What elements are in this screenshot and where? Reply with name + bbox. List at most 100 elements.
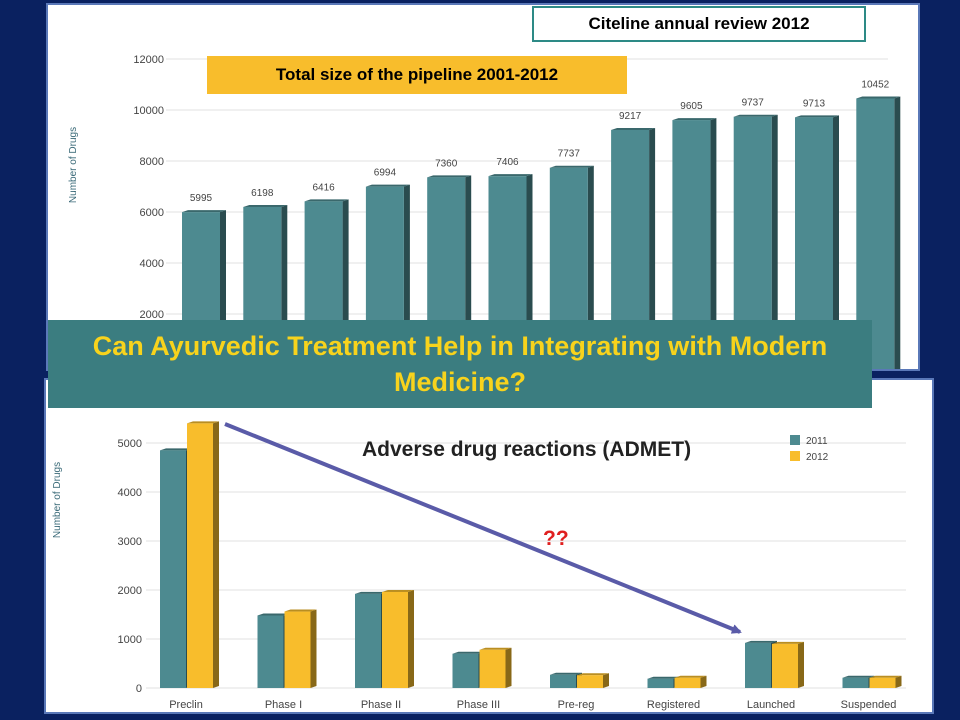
pipeline-value-label: 6198	[251, 188, 274, 199]
source-label: Citeline annual review 2012	[532, 6, 866, 42]
y-tick-label: 1000	[118, 634, 142, 646]
pipeline-bar-top	[795, 115, 839, 118]
phase-bar-2012	[674, 675, 707, 688]
phase-bar-2011-front	[647, 678, 674, 688]
phase-bar-2012-top	[577, 673, 609, 676]
pipeline-bar-top	[427, 175, 472, 178]
phase-bar-2011-front	[745, 642, 771, 688]
pipeline-value-label: 5995	[190, 193, 213, 204]
phase-bar-2011-front	[452, 653, 479, 688]
pipeline-bar-side	[587, 165, 594, 369]
phase-bar-2011-top	[550, 672, 582, 675]
phase-bar-2012-front	[479, 649, 506, 688]
pipeline-value-label: 10452	[861, 79, 889, 90]
y-tick-label: 10000	[133, 105, 164, 117]
pipeline-value-label: 7360	[435, 158, 458, 169]
phase-bar-2012	[772, 641, 804, 688]
phase-bar-2012-side	[700, 675, 707, 688]
category-label: Pre-reg	[558, 699, 595, 711]
phase-bar-2012	[577, 673, 609, 688]
pipeline-value-label: 9713	[803, 98, 826, 109]
category-label: Registered	[647, 699, 700, 711]
phase-bar-2012-side	[310, 609, 317, 688]
y-tick-label: 6000	[140, 207, 164, 219]
pipeline-value-label: 7406	[496, 157, 519, 168]
phase-bar-2011-top	[160, 448, 192, 451]
phase-bar-2012	[284, 609, 317, 688]
phase-bar-2012	[869, 675, 902, 688]
pipeline-value-label: 6416	[312, 182, 335, 193]
category-label: Preclin	[169, 699, 203, 711]
pipeline-bar-top	[488, 174, 533, 177]
phase-bar-2011-front	[160, 450, 186, 688]
pipeline-value-label: 9605	[680, 101, 703, 112]
pipeline-bar-top	[611, 127, 656, 130]
phase-bar-2012-front	[772, 643, 798, 688]
pipeline-bar-side	[894, 96, 901, 369]
phase-bar-2012-front	[674, 677, 701, 688]
pipeline-value-label: 9217	[619, 111, 642, 122]
phase-bar-2011-front	[842, 677, 869, 688]
pipeline-chart-title: Total size of the pipeline 2001-2012	[207, 56, 627, 94]
phase-bar-2011-front	[355, 593, 381, 688]
phase-bar-2011-front	[257, 615, 284, 688]
phase-bar-2012-top	[479, 647, 512, 650]
pipeline-bar-top	[733, 114, 778, 117]
phase-bar-2012-top	[869, 675, 902, 678]
pipeline-value-label: 7737	[558, 149, 581, 160]
phase-bar-2012-front	[382, 591, 408, 688]
pipeline-bar-top	[672, 118, 717, 121]
legend-swatch-2011	[790, 435, 800, 445]
pipeline-bar-top	[856, 96, 901, 99]
y-tick-label: 2000	[140, 309, 164, 321]
phase-bar-2012-top	[772, 641, 804, 644]
category-label: Phase II	[361, 699, 401, 711]
pipeline-bar-side	[771, 114, 778, 369]
phase-bar-2012-front	[869, 677, 896, 688]
phase-bar-2012	[187, 421, 219, 688]
pipeline-bar-side	[710, 118, 717, 369]
legend-swatch-2012	[790, 451, 800, 461]
y-axis-title: Number of Drugs	[52, 462, 63, 538]
question-marks-label: ??	[543, 527, 569, 550]
category-label: Phase III	[457, 699, 500, 711]
phase-bar-2011-top	[647, 676, 680, 679]
pipeline-bar-side	[833, 115, 839, 369]
phase-bar-2012-side	[408, 589, 414, 688]
phase-bar-2011-top	[842, 675, 875, 678]
y-tick-label: 12000	[133, 54, 164, 66]
category-label: Phase I	[265, 699, 302, 711]
y-tick-label: 4000	[118, 487, 142, 499]
pipeline-value-label: 6994	[374, 168, 397, 179]
pipeline-bar-top	[304, 199, 349, 202]
phase-chart-panel: 0 1000 2000 3000 4000 5000 Number of Drugs Prec…	[44, 378, 934, 714]
phase-bar-2012-top	[187, 421, 219, 424]
phase-chart: 0 1000 2000 3000 4000 5000 Number of Drugs Prec…	[52, 421, 906, 711]
y-axis-title: Number of Drugs	[68, 127, 79, 203]
adr-label: Adverse drug reactions (ADMET)	[362, 438, 692, 461]
y-tick-label: 8000	[140, 156, 164, 168]
phase-bar-2012	[479, 647, 512, 688]
pipeline-bar-top	[549, 165, 594, 168]
phase-bar-2011-top	[745, 640, 777, 643]
phase-bar-2012-side	[213, 421, 219, 688]
phase-bar-2012-front	[577, 675, 603, 688]
y-tick-label: 5000	[118, 438, 142, 450]
y-tick-label: 0	[136, 683, 142, 695]
category-label: Suspended	[841, 699, 897, 711]
question-banner: Can Ayurvedic Treatment Help in Integrat…	[48, 320, 872, 408]
phase-bar-2012-side	[603, 673, 609, 688]
legend-label-2012: 2012	[806, 452, 829, 463]
pipeline-bar-top	[243, 204, 288, 207]
pipeline-bar-top	[365, 184, 410, 187]
phase-bar-2012-side	[798, 641, 804, 688]
phase-bar-2012-front	[284, 611, 311, 688]
pipeline-bar-side	[649, 127, 656, 369]
y-tick-label: 4000	[140, 258, 164, 270]
y-tick-label: 2000	[118, 585, 142, 597]
phase-bar-2012	[382, 589, 414, 688]
pipeline-value-label: 9737	[742, 98, 765, 109]
phase-bar-2012-front	[187, 423, 213, 688]
phase-bar-2011-front	[550, 674, 576, 688]
phase-bar-2012-top	[674, 675, 707, 678]
